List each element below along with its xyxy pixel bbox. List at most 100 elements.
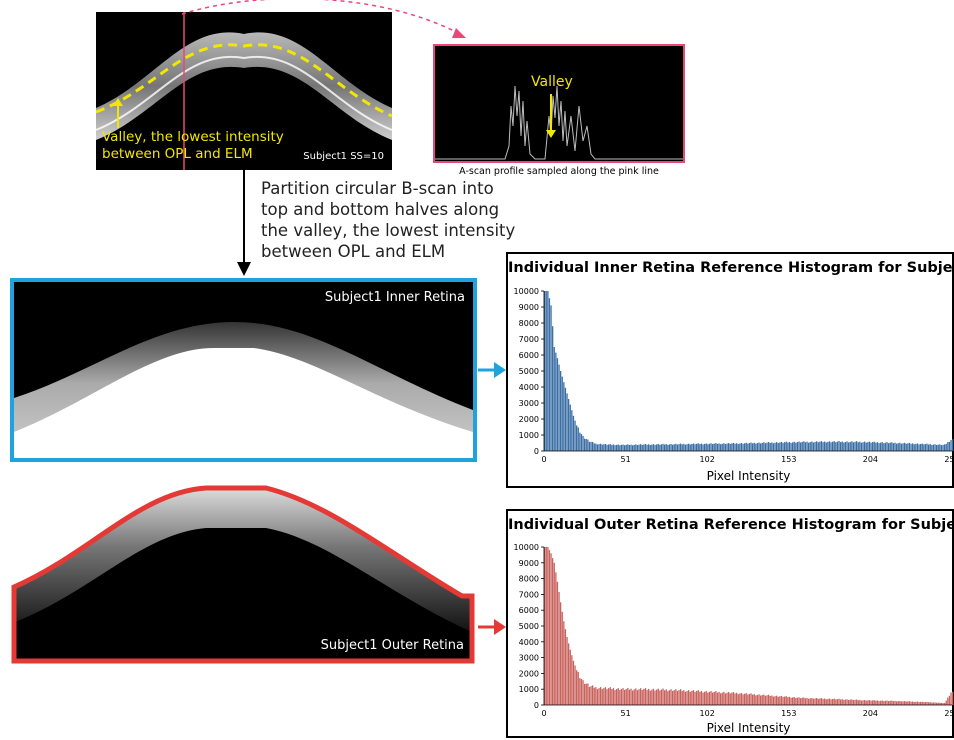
histogram-bar <box>880 442 882 451</box>
histogram-bar <box>864 700 866 705</box>
histogram-bar <box>756 694 759 705</box>
histogram-bar <box>564 629 567 705</box>
histogram-bar <box>558 592 560 705</box>
histogram-bar <box>777 443 779 451</box>
histogram-bar <box>808 442 810 451</box>
outer-retina-label: Subject1 Outer Retina <box>320 638 464 653</box>
histogram-bar <box>692 690 695 705</box>
histogram-bar <box>598 688 600 705</box>
histogram-bar <box>937 702 939 705</box>
histogram-bar <box>800 698 802 705</box>
histogram-bar <box>952 691 954 705</box>
x-tick-label-2: 102 <box>700 709 715 718</box>
histogram-bar <box>664 444 666 451</box>
histogram-bar <box>774 696 776 705</box>
histogram-bar <box>732 692 735 705</box>
histogram-bar <box>564 387 567 451</box>
histogram-bar <box>790 697 792 705</box>
histogram-bar <box>808 698 810 705</box>
histogram-bar <box>824 698 826 705</box>
histogram-bar <box>582 435 584 451</box>
histogram-bar <box>888 443 890 451</box>
histogram-bar <box>563 382 565 451</box>
inner-histogram-title: Individual Inner Retina Reference Histog… <box>508 260 954 276</box>
inner-histogram-chart: 0 1000 2000 3000 4000 5000 6000 7000 8000 9000 100… <box>514 287 954 464</box>
histogram-bar <box>939 702 941 705</box>
histogram-bar <box>726 443 728 451</box>
histogram-bar <box>748 443 751 451</box>
histogram-bar <box>820 698 823 705</box>
histogram-bar <box>745 442 747 451</box>
histogram-bar <box>822 698 824 705</box>
histogram-bar <box>836 699 839 705</box>
histogram-bar <box>694 444 696 451</box>
histogram-bar <box>664 690 666 705</box>
histogram-bar <box>657 688 659 705</box>
outer-retina-panel: Subject1 Outer Retina <box>10 484 476 665</box>
histogram-bar <box>675 689 677 705</box>
histogram-bar <box>547 547 549 705</box>
histogram-bar <box>600 687 602 705</box>
y-tick-label-9: 9000 <box>519 303 539 312</box>
y-tick-label-7: 7000 <box>519 335 539 344</box>
histogram-bar <box>833 441 835 451</box>
histogram-bar <box>798 441 800 451</box>
histogram-bar <box>708 691 711 705</box>
histogram-bar <box>558 364 560 451</box>
histogram-bar <box>601 444 603 451</box>
histogram-bar <box>684 444 687 451</box>
histogram-bar <box>604 687 607 705</box>
histogram-bar <box>760 443 762 451</box>
histogram-bar <box>926 701 928 705</box>
histogram-bar <box>587 439 589 451</box>
histogram-bar <box>945 700 947 705</box>
histogram-bar <box>712 444 714 451</box>
histogram-bar <box>833 698 835 705</box>
x-tick-label-1: 51 <box>621 709 631 718</box>
histogram-bar <box>896 443 898 451</box>
histogram-bar <box>772 696 775 705</box>
histogram-bar <box>814 698 816 705</box>
histogram-bar <box>880 700 882 705</box>
histogram-bar <box>705 691 707 705</box>
histogram-bar <box>556 358 559 451</box>
histogram-bar <box>856 699 858 705</box>
histogram-bar <box>928 444 930 451</box>
histogram-bar <box>681 690 683 705</box>
histogram-bar <box>680 443 682 451</box>
histogram-bar <box>832 698 834 705</box>
histogram-bar <box>640 444 642 451</box>
histogram-bar <box>582 680 584 705</box>
partition-description: Partition circular B-scan into top and b… <box>261 178 515 262</box>
histogram-bar <box>560 602 562 705</box>
histogram-bar <box>636 445 639 451</box>
histogram-bar <box>638 689 640 705</box>
y-tick-label-1: 1000 <box>519 685 539 694</box>
histogram-bar <box>574 665 576 705</box>
histogram-bar <box>593 687 595 705</box>
histogram-bar <box>643 444 645 451</box>
histogram-bar <box>752 694 754 705</box>
histogram-bar <box>688 690 690 705</box>
histogram-bar <box>728 691 730 705</box>
histogram-bar <box>768 442 770 451</box>
histogram-bar <box>952 439 954 451</box>
histogram-bar <box>822 442 824 451</box>
histogram-bar <box>729 693 731 705</box>
histogram-bar <box>907 701 909 705</box>
histogram-bar <box>924 701 927 705</box>
histogram-bar <box>905 443 907 451</box>
histogram-bar <box>659 444 661 451</box>
histogram-bar <box>945 443 947 451</box>
histogram-bar <box>646 689 648 705</box>
histogram-bar <box>724 693 727 705</box>
histogram-bar <box>878 443 880 451</box>
histogram-bar <box>806 697 808 705</box>
histogram-bar <box>656 444 658 451</box>
inner-retina-panel: Subject1 Inner Retina <box>10 278 477 462</box>
histogram-bar <box>916 701 919 705</box>
histogram-bar <box>614 690 616 705</box>
histogram-bar <box>617 444 619 451</box>
inner-to-hist-arrow <box>478 362 506 378</box>
histogram-bar <box>544 291 546 451</box>
